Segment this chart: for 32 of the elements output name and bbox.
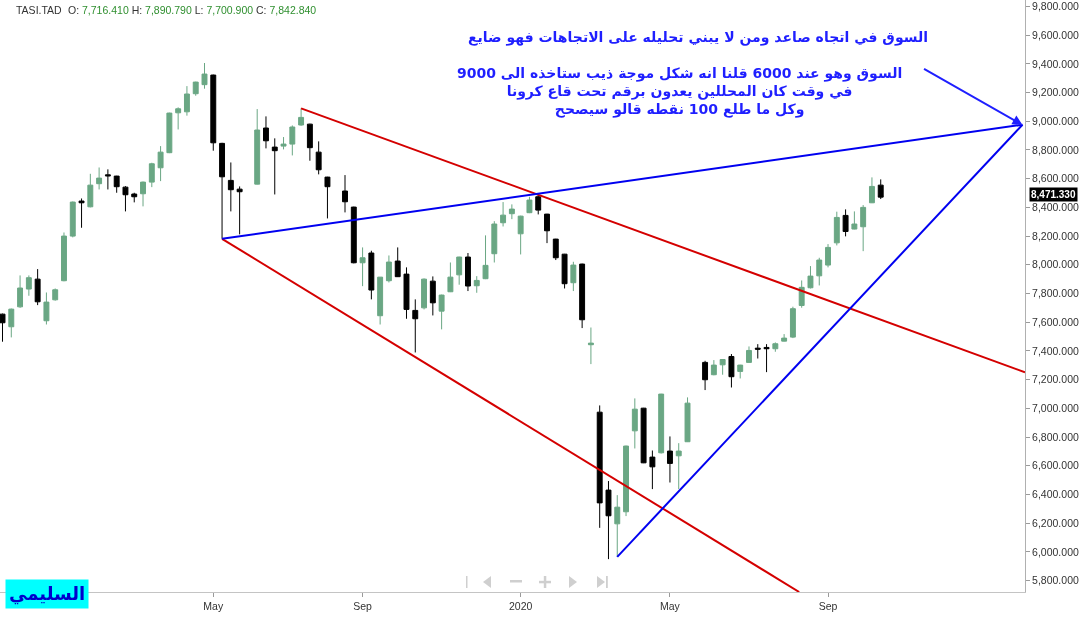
annotation: السوق في اتجاه صاعد ومن لا يبني تحليله على الاتجاهات فهو ضايع [468,29,928,46]
x-tick-label: May [203,599,224,612]
x-tick-label: Sep [353,599,373,612]
annotation: السليمي [9,583,86,605]
y-tick-label: 7,600.000 [1032,315,1079,328]
y-tick-label: 6,200.000 [1032,516,1079,529]
x-tick-label: 2020 [508,599,533,612]
y-tick-label: 8,400.000 [1032,201,1079,214]
y-tick-label: 9,400.000 [1032,57,1079,70]
y-tick-label: 8,200.000 [1032,229,1079,242]
text: 8,471.330 [1031,189,1076,200]
x-tick-label: May [660,599,681,612]
chart-title: TASI.TAD [15,3,63,16]
y-tick-label: 7,000.000 [1032,401,1079,414]
y-tick-label: 9,000.000 [1032,114,1079,127]
y-tick-label: 9,800.000 [1032,0,1079,13]
y-tick-label: 5,800.000 [1032,574,1079,587]
x-tick-label: Sep [818,599,838,612]
y-tick-label: 7,200.000 [1032,373,1079,386]
chart-subtitle: O: 7,716.410 H: 7,890.790 L: 7,700.900 C: 7,842.840 [68,4,317,16]
y-tick-label: 9,600.000 [1032,28,1079,41]
y-tick-label: 6,600.000 [1032,459,1079,472]
y-tick-label: 8,800.000 [1032,143,1079,156]
y-tick-label: 6,000.000 [1032,545,1079,558]
y-tick-label: 9,200.000 [1032,86,1079,99]
y-tick-label: 7,400.000 [1032,344,1079,357]
annotation: السوق وهو عند 6000 قلنا انه شكل موجة ذيب ستاخذه الى 9000 في وقت كان المحللين يعدون برقم تحت قاع كرونا وكل ما طلع 100 نقطه قالو سيصحح [457,65,903,119]
y-tick-label: 8,000.000 [1032,258,1079,271]
y-tick-label: 6,800.000 [1032,430,1079,443]
y-tick-label: 6,400.000 [1032,488,1079,501]
y-tick-label: 7,800.000 [1032,287,1079,300]
y-tick-label: 8,600.000 [1032,172,1079,185]
